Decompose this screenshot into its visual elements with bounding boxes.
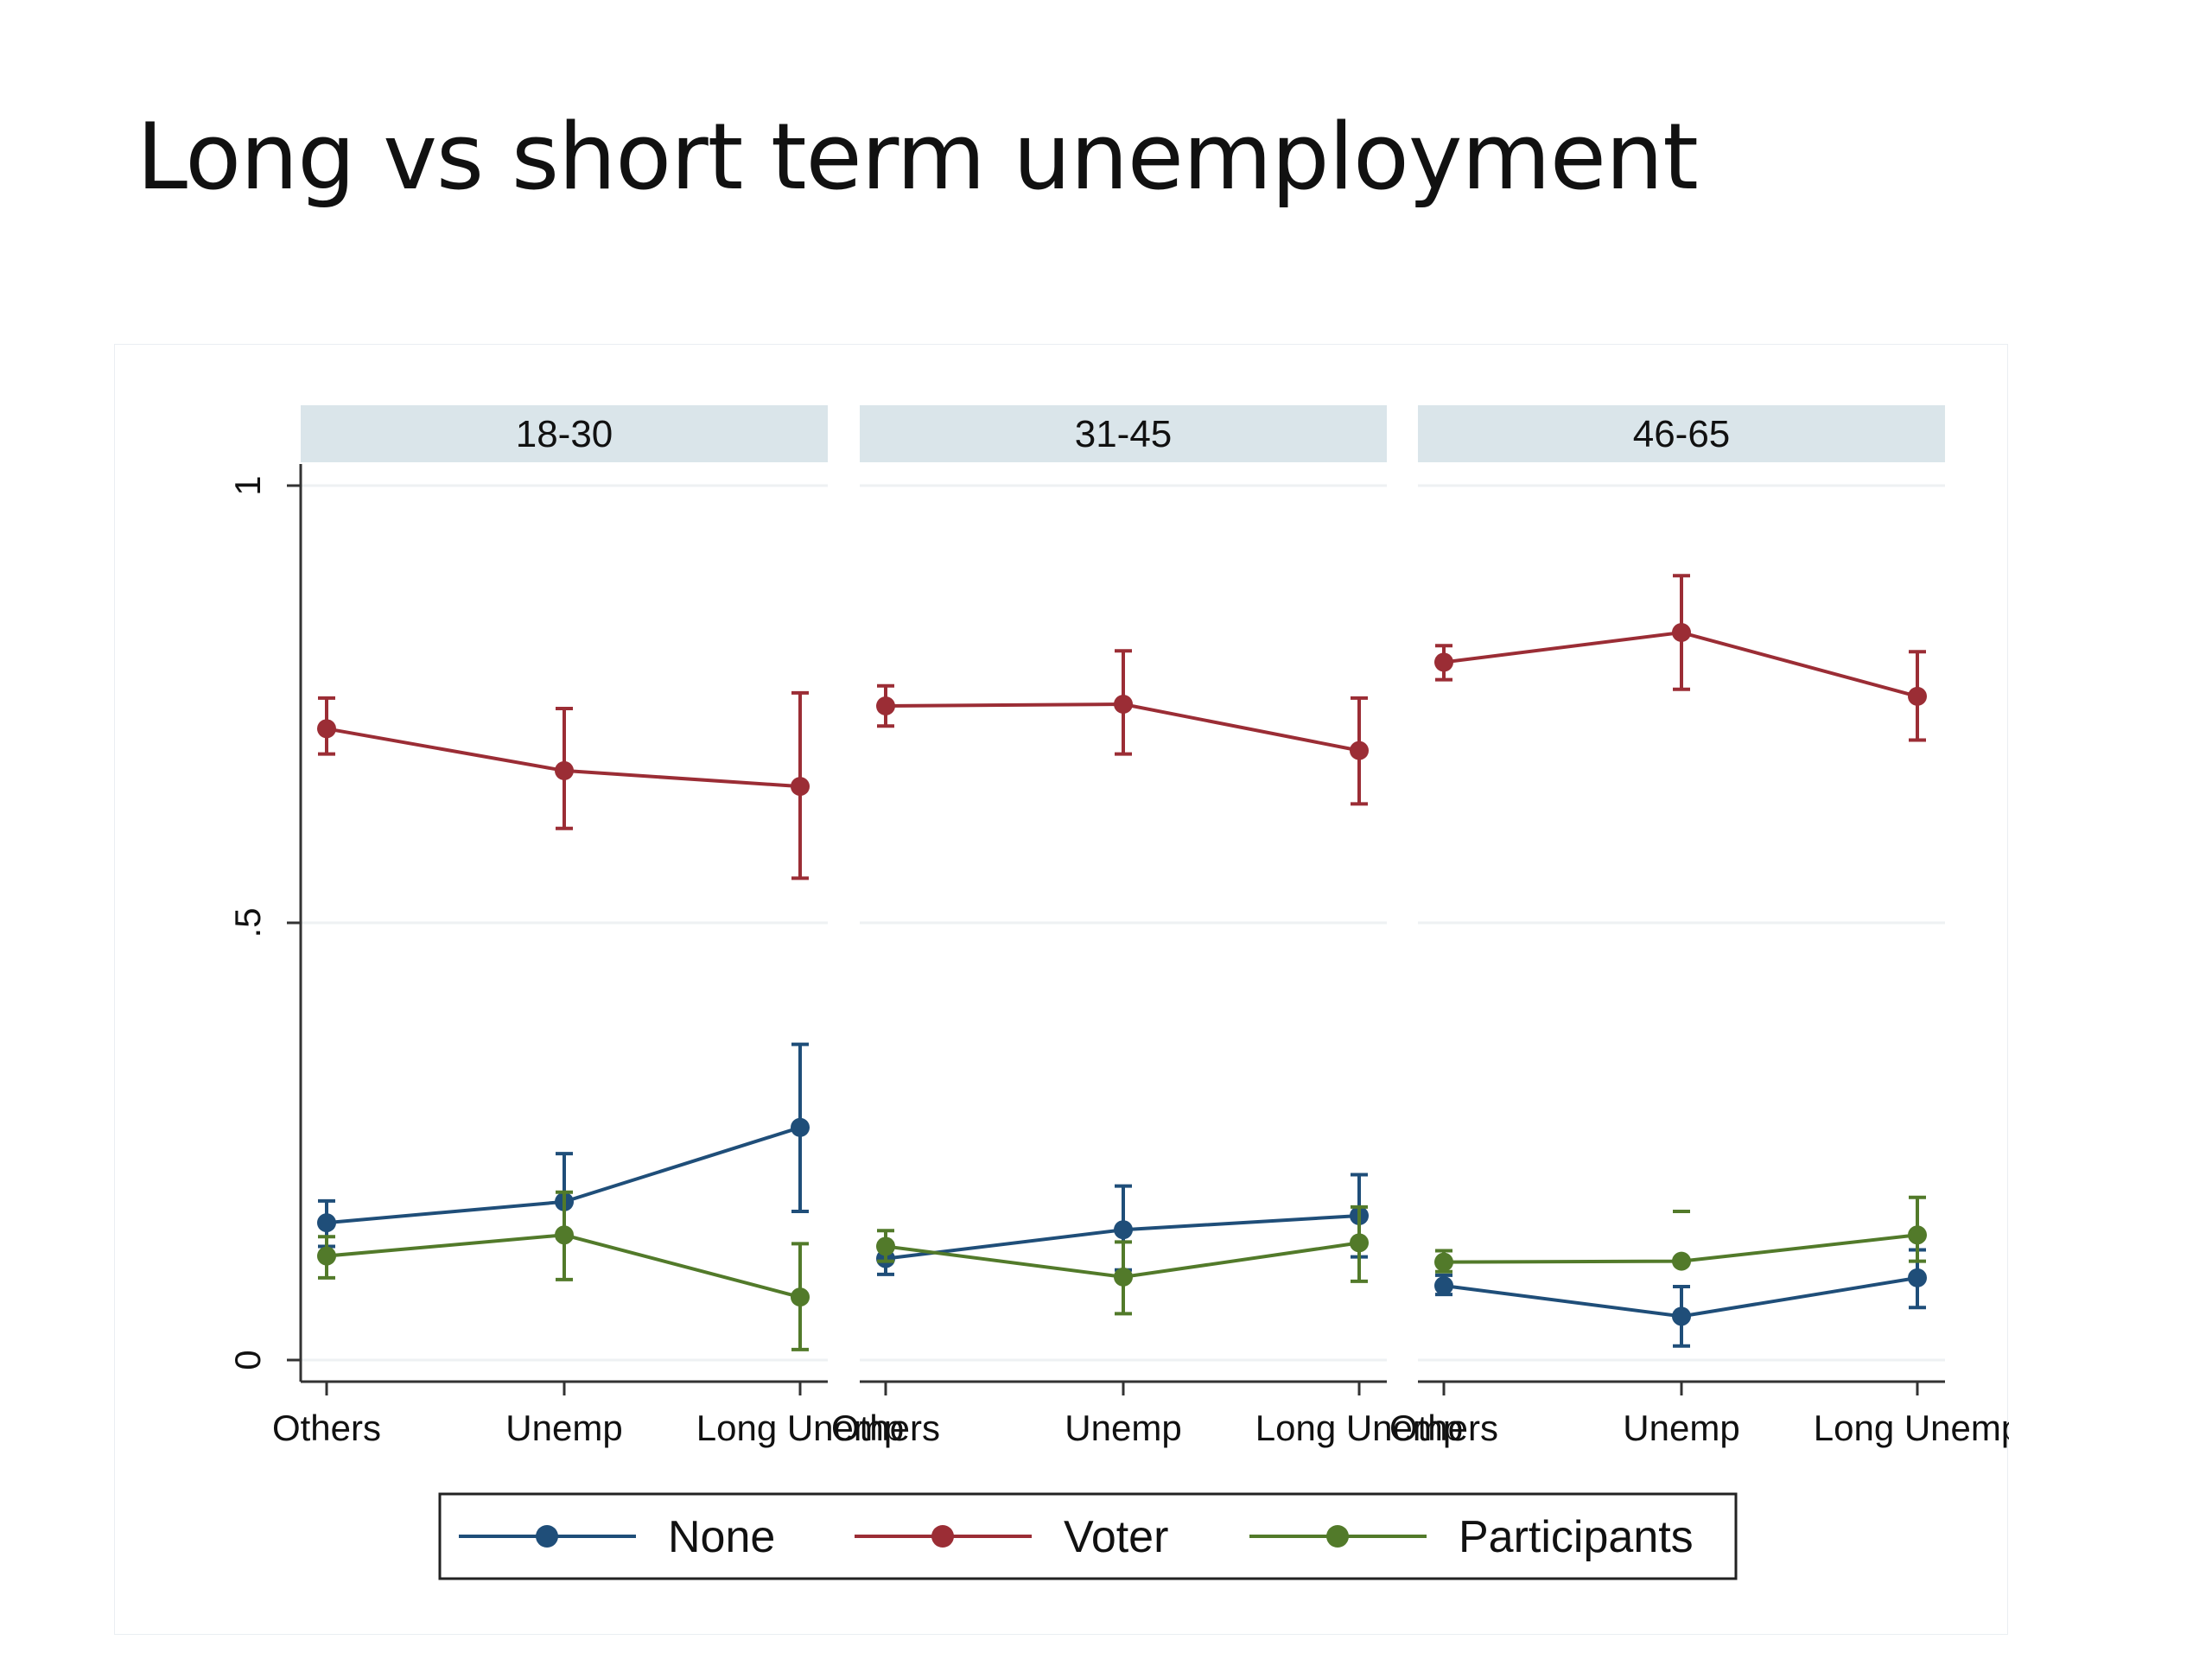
data-point [1672,623,1691,643]
x-tick-label: Others [272,1408,381,1448]
chart-frame: 0 .5 1 18-30 Others Unemp Long Unemp 31-45 Other… [114,344,2009,1635]
data-point [1908,686,1927,706]
x-tick-label: Long Unemp [1255,1408,1464,1448]
data-point [1908,1225,1927,1245]
data-point [555,1225,574,1245]
data-point [791,1117,810,1137]
panel-strip [1418,405,1945,462]
data-point [1114,1220,1133,1240]
y-tick-label: .5 [227,907,268,938]
data-point [1350,1233,1369,1253]
data-point [791,1287,810,1307]
x-tick-label: Unemp [505,1408,622,1448]
data-point [1672,1306,1691,1326]
panel-strip-label: 46-65 [1633,413,1731,455]
data-point [317,719,336,739]
y-tick-label: 0 [227,1350,268,1370]
slide-title: Long vs short term unemployment [137,104,1699,210]
data-point [1434,1252,1453,1272]
data-point [1434,652,1453,672]
data-point [317,1213,336,1233]
panel-strip [860,405,1387,462]
data-point [1672,1251,1691,1271]
legend-box [438,1492,1738,1580]
data-point [876,696,895,716]
y-tick-label: 1 [227,475,268,495]
data-point [876,1236,895,1256]
data-point [1350,741,1369,760]
x-tick-label: Long Unemp [1814,1408,2009,1448]
legend-label: Participants [1459,1512,1694,1562]
panel-strip [301,405,828,462]
data-point [1114,1267,1133,1287]
data-point [555,760,574,780]
x-tick-label: Unemp [1065,1408,1181,1448]
panel-strip-label: 31-45 [1075,413,1173,455]
x-tick-label: Others [831,1408,940,1448]
data-point [1908,1268,1927,1287]
legend-swatch-marker [536,1525,558,1548]
x-tick-label: Unemp [1623,1408,1739,1448]
legend-label: Voter [1064,1512,1168,1562]
panel-strip-label: 18-30 [516,413,613,455]
data-point [791,777,810,797]
x-tick-label: Others [1389,1408,1498,1448]
legend-swatch-marker [1326,1525,1349,1548]
legend-label: None [668,1512,775,1562]
chart-svg: 0 .5 1 18-30 Others Unemp Long Unemp 31-45 Other… [227,405,2009,1580]
data-point [317,1246,336,1266]
data-point [1434,1275,1453,1295]
legend-swatch-marker [931,1525,954,1548]
x-tick-label: Long Unemp [696,1408,905,1448]
data-point [1114,695,1133,714]
